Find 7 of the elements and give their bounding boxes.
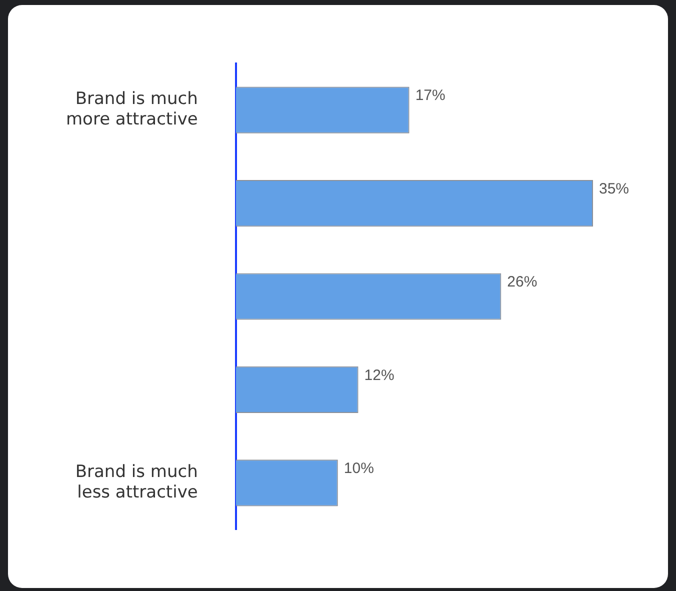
y-tick-label: Brand is much less attractive <box>75 462 198 503</box>
data-label: 26% <box>507 274 538 291</box>
data-label: 12% <box>364 366 394 384</box>
data-label: 10% <box>344 460 374 478</box>
data-label: 35% <box>599 180 630 198</box>
data-label: 17% <box>415 87 446 104</box>
y-tick-label: Brand is much more attractive <box>66 89 198 130</box>
